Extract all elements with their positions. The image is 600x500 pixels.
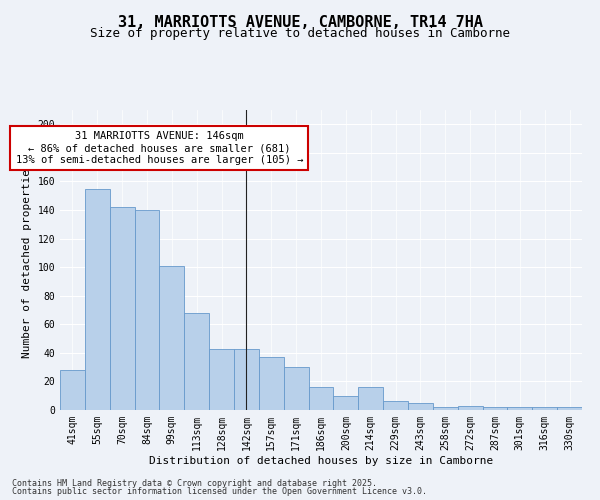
Bar [482, 407, 508, 410]
Bar [334, 396, 358, 410]
Bar [160, 266, 184, 410]
Text: 31 MARRIOTTS AVENUE: 146sqm
← 86% of detached houses are smaller (681)
13% of se: 31 MARRIOTTS AVENUE: 146sqm ← 86% of det… [16, 132, 303, 164]
Text: Contains public sector information licensed under the Open Government Licence v3: Contains public sector information licen… [12, 487, 427, 496]
Bar [383, 402, 408, 410]
Bar [358, 387, 383, 410]
Bar [532, 407, 557, 410]
Bar [234, 348, 259, 410]
Bar [433, 407, 458, 410]
Bar [209, 348, 234, 410]
Bar [408, 403, 433, 410]
Text: 31, MARRIOTTS AVENUE, CAMBORNE, TR14 7HA: 31, MARRIOTTS AVENUE, CAMBORNE, TR14 7HA [118, 15, 482, 30]
X-axis label: Distribution of detached houses by size in Camborne: Distribution of detached houses by size … [149, 456, 493, 466]
Bar [508, 407, 532, 410]
Bar [458, 406, 482, 410]
Text: Contains HM Land Registry data © Crown copyright and database right 2025.: Contains HM Land Registry data © Crown c… [12, 478, 377, 488]
Text: Size of property relative to detached houses in Camborne: Size of property relative to detached ho… [90, 28, 510, 40]
Bar [259, 357, 284, 410]
Bar [308, 387, 334, 410]
Bar [557, 407, 582, 410]
Bar [184, 313, 209, 410]
Bar [284, 367, 308, 410]
Bar [134, 210, 160, 410]
Bar [60, 370, 85, 410]
Bar [110, 207, 134, 410]
Y-axis label: Number of detached properties: Number of detached properties [22, 162, 32, 358]
Bar [85, 188, 110, 410]
